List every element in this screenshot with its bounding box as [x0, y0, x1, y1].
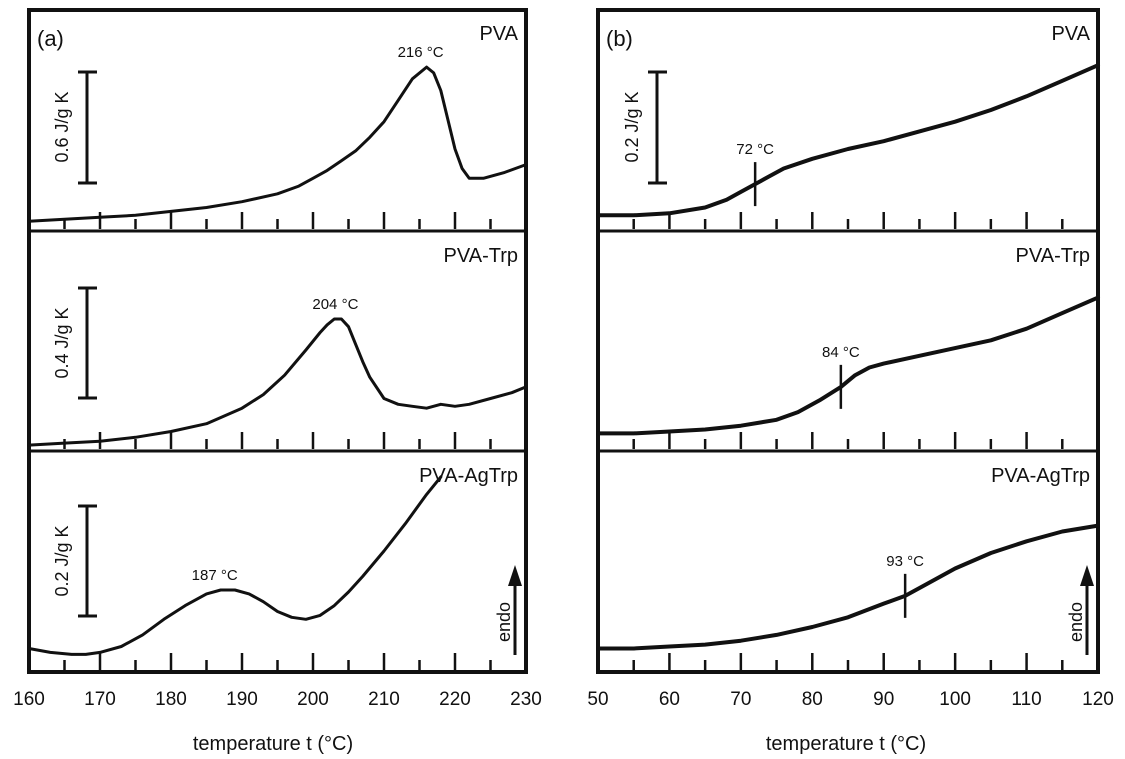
- x-tick-label-a-160: 160: [13, 689, 45, 710]
- tick-marks: [63, 212, 1064, 670]
- series-line-b-pva-trp: [596, 295, 1100, 436]
- peak-label-pva-agtrp: 187 °C: [192, 567, 238, 584]
- endo-arrow-b: [1080, 565, 1094, 655]
- panel-a-title-pva-agtrp: PVA-AgTrp: [419, 465, 518, 487]
- transition-label-pva-trp: 84 °C: [822, 344, 860, 361]
- panel-b-title-pva-agtrp: PVA-AgTrp: [991, 465, 1090, 487]
- transition-label-pva: 72 °C: [736, 141, 774, 158]
- x-tick-label-b-80: 80: [802, 689, 823, 710]
- x-tick-label-b-120: 120: [1082, 689, 1114, 710]
- panel-b-title-pva: PVA: [1051, 23, 1090, 45]
- endo-arrow-a: [508, 565, 522, 655]
- series-line-a-pva: [27, 65, 528, 223]
- endo-label-b: endo: [1066, 602, 1086, 642]
- scale-bar-a-pva: [78, 70, 97, 185]
- x-tick-label-a-210: 210: [368, 689, 400, 710]
- x-tick-label-b-60: 60: [659, 689, 680, 710]
- x-tick-label-b-70: 70: [730, 689, 751, 710]
- x-tick-label-a-170: 170: [84, 689, 116, 710]
- scale-bar-a-pva-agtrp: [78, 504, 97, 618]
- curves: [27, 63, 1100, 656]
- panel-a-frame: [27, 8, 528, 674]
- x-tick-label-b-90: 90: [873, 689, 894, 710]
- x-axis-label-b: temperature t (°C): [766, 733, 926, 755]
- peak-labels: 160 170 180 190 200 210 220 230 216 °C 204 °C 187 …: [13, 44, 1114, 710]
- scale-bar-a-pva-agtrp-label: 0.2 J/g K: [52, 525, 72, 596]
- x-tick-label-a-200: 200: [297, 689, 329, 710]
- scale-bar-a-pva-trp: [78, 286, 97, 400]
- x-tick-label-b-100: 100: [939, 689, 971, 710]
- scale-bar-a-pva-trp-label: 0.4 J/g K: [52, 307, 72, 378]
- panel-a-title-pva: PVA: [479, 23, 518, 45]
- x-tick-label-b-50: 50: [587, 689, 608, 710]
- x-tick-label-a-220: 220: [439, 689, 471, 710]
- x-tick-label-a-230: 230: [510, 689, 542, 710]
- peak-label-pva-trp: 204 °C: [312, 296, 358, 313]
- panel-a-title-pva-trp: PVA-Trp: [444, 245, 518, 267]
- x-axis-label-a: temperature t (°C): [193, 733, 353, 755]
- series-line-b-pva-agtrp: [596, 523, 1100, 651]
- endo-label-a: endo: [494, 602, 514, 642]
- scale-bar-b-pva-label: 0.2 J/g K: [622, 91, 642, 162]
- x-tick-label-b-110: 110: [1011, 689, 1041, 710]
- panel-b-letter: (b): [606, 26, 633, 51]
- scale-bar-b-pva: [648, 70, 667, 185]
- peak-label-pva: 216 °C: [398, 44, 444, 61]
- x-tick-label-a-190: 190: [226, 689, 258, 710]
- series-line-a-pva-agtrp: [27, 475, 443, 656]
- panel-b-frame: [596, 8, 1100, 674]
- x-tick-label-a-180: 180: [155, 689, 187, 710]
- panel-a-letter: (a): [37, 26, 64, 51]
- scale-bar-a-pva-label: 0.6 J/g K: [52, 91, 72, 162]
- panel-b-title-pva-trp: PVA-Trp: [1016, 245, 1090, 267]
- series-line-a-pva-trp: [27, 317, 528, 447]
- series-line-b-pva: [596, 63, 1100, 218]
- transition-label-pva-agtrp: 93 °C: [886, 553, 924, 570]
